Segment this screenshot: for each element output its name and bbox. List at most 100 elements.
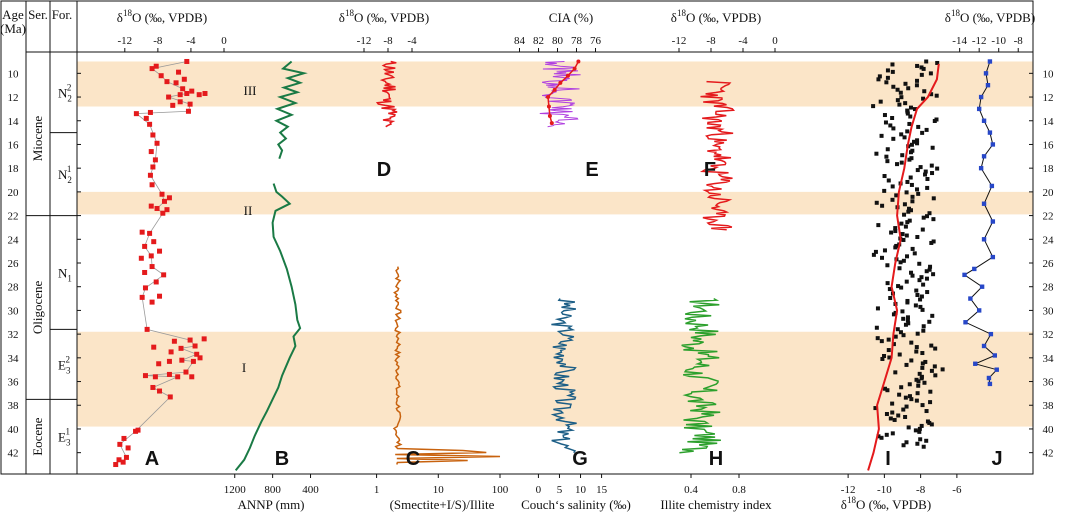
data-point — [871, 252, 876, 257]
data-point — [920, 403, 925, 408]
data-point — [192, 343, 198, 349]
data-point — [910, 194, 915, 199]
data-point — [897, 352, 902, 357]
data-point — [908, 114, 913, 119]
data-point — [161, 272, 167, 278]
title-superscript: 18 — [345, 8, 355, 18]
right-age-label: 42 — [1043, 448, 1054, 460]
data-point — [962, 272, 967, 278]
data-point — [170, 102, 176, 108]
data-point — [976, 106, 982, 112]
data-point — [142, 373, 148, 379]
data-point — [929, 92, 934, 97]
age-label: Age — [2, 7, 24, 22]
data-point — [177, 99, 183, 105]
data-point — [876, 434, 881, 439]
data-point — [929, 422, 934, 427]
data-point — [929, 368, 934, 373]
data-point — [159, 191, 165, 197]
panel-I: -12 -10 -8 -6 δ18O (‰, VPDB) I — [841, 59, 962, 512]
data-point — [883, 120, 888, 125]
data-point — [884, 432, 889, 437]
data-point — [150, 132, 156, 138]
right-age-label: 22 — [1043, 211, 1054, 223]
data-point — [190, 358, 196, 364]
band-II — [77, 191, 1033, 215]
data-point — [906, 425, 911, 430]
data-point — [906, 321, 911, 326]
bottom-tick-label: 0.4 — [684, 484, 698, 496]
data-point — [897, 392, 902, 397]
title-text: O (‰, VPDB) — [856, 497, 931, 512]
panel-title-E: CIA (%) — [549, 10, 593, 25]
data-point — [907, 121, 912, 126]
data-point — [916, 379, 921, 384]
left-age-label: 28 — [8, 282, 20, 294]
series-line-B — [234, 183, 302, 472]
panel-letter-B: B — [275, 448, 289, 470]
data-point — [147, 230, 153, 236]
formation-superscript: 1 — [67, 164, 72, 174]
data-point — [153, 63, 159, 69]
data-point — [876, 77, 881, 82]
data-point — [913, 303, 918, 308]
data-point — [920, 365, 925, 370]
left-age-label: 20 — [8, 187, 20, 199]
data-point — [924, 409, 929, 414]
series-line-F — [699, 80, 736, 231]
data-point — [890, 116, 895, 121]
top-tick-label: -8 — [153, 35, 163, 47]
data-point — [905, 315, 910, 320]
top-tick-label: -4 — [186, 35, 196, 47]
data-point — [901, 333, 906, 338]
data-point — [990, 142, 996, 147]
formation-subscript: 3 — [66, 438, 71, 448]
data-point — [157, 388, 163, 394]
data-point — [891, 126, 896, 131]
data-point — [919, 65, 924, 70]
data-point — [928, 389, 933, 394]
data-point — [909, 270, 914, 275]
data-point — [904, 233, 909, 238]
series-line-H — [679, 297, 721, 454]
data-point — [884, 412, 889, 417]
data-point — [915, 141, 920, 146]
top-tick-label: 80 — [552, 35, 564, 47]
data-point — [981, 237, 987, 242]
data-point — [933, 346, 938, 351]
data-point — [178, 345, 184, 351]
right-age-label: 26 — [1043, 258, 1055, 270]
top-tick-label: 0 — [221, 35, 227, 47]
formation-label: N22 — [58, 82, 72, 103]
data-point — [920, 307, 925, 312]
data-point — [142, 243, 148, 249]
data-point — [882, 174, 887, 179]
data-point — [914, 83, 919, 88]
right-age-label: 16 — [1043, 139, 1055, 151]
bottom-tick-label: 800 — [264, 484, 281, 496]
left-age-label: 24 — [8, 234, 20, 246]
data-point — [909, 358, 914, 363]
top-tick-label: 82 — [533, 35, 544, 47]
data-point — [914, 349, 919, 354]
formation-label: E31 — [58, 427, 71, 448]
title-text: O (‰, VPDB) — [960, 10, 1035, 25]
data-point — [921, 282, 926, 287]
data-point — [149, 66, 155, 72]
data-point — [184, 90, 190, 96]
bottom-tick-label: 0 — [536, 484, 542, 496]
data-point — [989, 183, 995, 189]
data-point — [168, 349, 174, 355]
panel-letter-E: E — [585, 159, 598, 181]
right-age-label: 12 — [1043, 92, 1054, 104]
data-point — [906, 86, 911, 91]
title-superscript: 18 — [123, 8, 133, 18]
data-point — [924, 127, 929, 132]
formation-header: For. — [52, 7, 73, 22]
data-point — [901, 237, 906, 242]
data-point — [903, 395, 908, 400]
data-point — [920, 227, 925, 232]
data-point — [882, 354, 887, 359]
